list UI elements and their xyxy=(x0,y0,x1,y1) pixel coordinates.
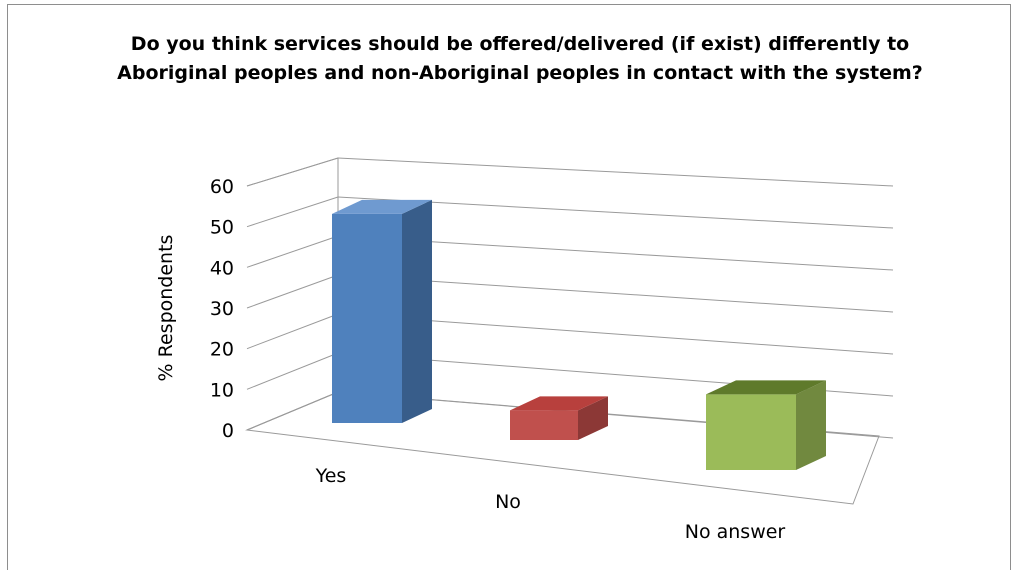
chart-frame xyxy=(7,4,1011,570)
bar-front xyxy=(332,213,402,423)
bar-side xyxy=(578,396,608,440)
y-tick-label: 50 xyxy=(210,217,234,239)
bar-side xyxy=(402,199,432,423)
gridline-side xyxy=(246,196,339,228)
gridline-side xyxy=(246,391,339,431)
gridline xyxy=(337,157,894,187)
gridline-side xyxy=(246,352,339,390)
gridline-side xyxy=(246,235,339,268)
y-tick-label: 0 xyxy=(222,420,234,442)
bar-top xyxy=(332,199,432,214)
y-tick-label: 60 xyxy=(210,176,234,198)
x-category-label: Yes xyxy=(315,465,347,487)
x-category-label: No answer xyxy=(685,521,786,543)
gridline-side xyxy=(246,313,339,350)
gridline-side xyxy=(246,274,339,309)
y-tick-label: 30 xyxy=(210,298,234,320)
chart-title: Do you think services should be offered/… xyxy=(117,33,923,84)
bar-front xyxy=(510,410,578,440)
gridline-side xyxy=(246,157,339,187)
side-wall xyxy=(246,157,339,431)
x-category-label: No xyxy=(495,491,521,513)
y-tick-label: 10 xyxy=(210,379,234,401)
y-axis-title: % Respondents xyxy=(155,235,177,382)
bar-front xyxy=(706,394,796,470)
bar-top xyxy=(706,380,826,395)
y-tick-label: 20 xyxy=(210,339,234,361)
y-tick-label: 40 xyxy=(210,257,234,279)
bar-top xyxy=(510,396,608,411)
bar-side xyxy=(796,380,826,470)
